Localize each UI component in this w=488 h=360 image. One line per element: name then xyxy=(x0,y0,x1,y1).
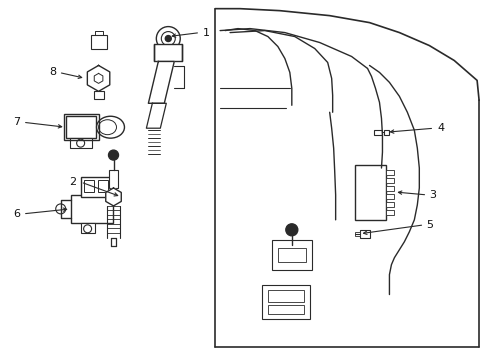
Bar xyxy=(154,44,182,62)
Polygon shape xyxy=(94,73,102,84)
Text: 4: 4 xyxy=(436,123,444,133)
Bar xyxy=(63,114,99,140)
Bar xyxy=(386,210,394,215)
Ellipse shape xyxy=(99,120,116,135)
Circle shape xyxy=(285,224,297,236)
Circle shape xyxy=(56,204,65,214)
Text: 5: 5 xyxy=(426,220,432,230)
Bar xyxy=(108,170,118,188)
Text: 3: 3 xyxy=(428,190,435,200)
Bar xyxy=(71,195,112,223)
Circle shape xyxy=(108,150,118,160)
Bar xyxy=(386,194,394,199)
Bar xyxy=(267,289,303,302)
Bar xyxy=(267,305,303,315)
Bar xyxy=(374,130,382,135)
Bar xyxy=(386,170,394,175)
Bar xyxy=(354,165,386,220)
Polygon shape xyxy=(105,188,121,206)
Bar xyxy=(81,177,110,197)
Circle shape xyxy=(156,27,180,50)
Text: 2: 2 xyxy=(68,177,76,187)
Bar xyxy=(90,35,106,49)
Bar xyxy=(69,138,91,148)
Bar xyxy=(386,186,394,191)
Bar xyxy=(93,91,103,99)
Circle shape xyxy=(77,139,84,147)
Ellipse shape xyxy=(96,116,124,138)
Text: 6: 6 xyxy=(13,209,20,219)
Bar xyxy=(83,180,93,192)
Text: 1: 1 xyxy=(203,28,210,37)
Bar xyxy=(277,248,305,262)
Polygon shape xyxy=(146,103,166,128)
Bar xyxy=(354,232,359,236)
Bar xyxy=(81,223,94,233)
Circle shape xyxy=(83,225,91,233)
Bar xyxy=(271,240,311,270)
Bar xyxy=(386,202,394,207)
Circle shape xyxy=(161,32,175,45)
Bar xyxy=(98,180,107,192)
Polygon shape xyxy=(148,62,174,103)
Bar xyxy=(386,178,394,183)
Bar xyxy=(65,116,95,138)
Bar xyxy=(262,285,309,319)
Text: 8: 8 xyxy=(49,67,56,77)
Polygon shape xyxy=(87,66,109,91)
Bar xyxy=(384,130,388,135)
Circle shape xyxy=(165,36,171,41)
Text: 7: 7 xyxy=(13,117,20,127)
Bar xyxy=(359,230,369,238)
